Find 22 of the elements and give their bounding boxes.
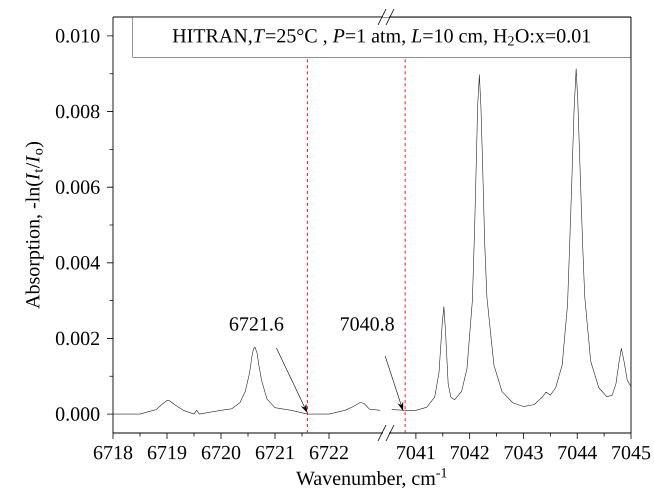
y-tick-label: 0.000 — [56, 407, 100, 421]
x-tick-label: 7042 — [450, 446, 489, 460]
x-tick-label: 6721 — [256, 446, 294, 460]
x-tick-label: 7045 — [612, 446, 650, 460]
y-tick-label: 0.006 — [56, 180, 100, 194]
ref-line-label: 6721.6 — [230, 317, 284, 331]
x-tick-label: 6720 — [202, 446, 240, 460]
x-tick-label: 6718 — [94, 446, 132, 460]
y-tick-label: 0.004 — [56, 256, 100, 270]
x-axis-title: Wavenumber, cm$^{-1}$ — [296, 468, 447, 488]
y-axis-title: Absorption, -ln(I$_{t}$/I$_{o}$) — [25, 142, 44, 309]
y-tick-label: 0.008 — [56, 104, 100, 118]
x-tick-label: 6722 — [310, 446, 348, 460]
y-tick-label: 0.002 — [56, 332, 100, 346]
x-tick-label: 7044 — [558, 446, 597, 460]
ref-line-label: 7040.8 — [340, 317, 394, 331]
x-tick-label: 7041 — [397, 446, 435, 460]
x-tick-label: 6719 — [148, 446, 186, 460]
y-tick-label: 0.010 — [56, 29, 100, 43]
text: HITRAN,T=25°C , P=1 atm, L=10 cm, H$_{2}$O:x=0.01 — [172, 29, 590, 46]
line-series — [112, 346, 381, 414]
x-tick-label: 7043 — [504, 446, 543, 460]
